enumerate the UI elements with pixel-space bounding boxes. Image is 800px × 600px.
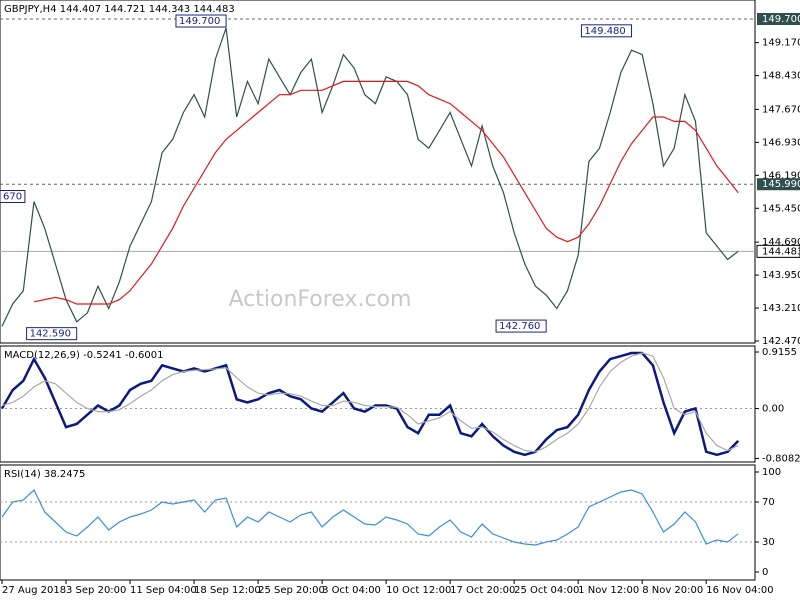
panel-title: RSI(14) 38.2475 [4,469,85,480]
y-tick-label: 144.690 [762,237,800,248]
x-tick-label: 8 Nov 20:00 [642,585,703,596]
series-line [1,27,739,327]
level-label: 145.990 [762,179,800,190]
annotation-box [175,14,227,28]
annotation: 142.760 [499,321,540,332]
x-tick-label: 18 Sep 12:00 [194,585,261,596]
y-tick-label: 70 [762,497,775,508]
x-tick-label: 3 Sep 20:00 [66,585,126,596]
y-tick-label: 143.210 [762,303,800,314]
y-tick-label: 146.930 [762,137,800,148]
x-tick-label: 27 Aug 2018 [2,585,66,596]
y-tick-label: 30 [762,537,775,548]
y-tick-label: -0.8082 [762,453,800,464]
level-label: 149.700 [762,14,800,25]
x-tick-label: 3 Oct 04:00 [322,585,381,596]
x-tick-label: 10 Oct 12:00 [386,585,451,596]
x-tick-label: 16 Nov 04:00 [706,585,773,596]
y-tick-label: 100 [762,467,781,478]
annotation: 149.480 [584,26,625,37]
y-tick-label: 149.170 [762,38,800,49]
level-label-box [757,13,800,26]
y-tick-label: 142.470 [762,336,800,347]
panel-title: MACD(12,26,9) -0.5241 -0.6001 [4,350,164,361]
annotation: 142.590 [30,329,71,340]
series-line [1,489,739,546]
y-tick-label: 0 [762,567,768,578]
y-tick-label: 143.950 [762,270,800,281]
annotation-box [26,327,78,341]
y-tick-label: 0.00 [762,404,784,415]
panel-border [0,0,756,344]
series-line [33,80,739,305]
y-tick-label: 146.190 [762,170,800,181]
y-tick-label: 148.430 [762,71,800,82]
panel-title: GBPJPY,H4 144.407 144.721 144.343 144.48… [4,4,235,15]
x-tick-label: 25 Sep 20:00 [258,585,325,596]
annotation: 670 [3,191,22,202]
series-line [0,351,740,457]
annotation: 149.700 [179,16,220,27]
series-line [1,352,739,453]
annotation-box [0,189,26,203]
panel-border [0,464,756,581]
panel-border [0,345,756,463]
level-label: 144.483 [762,246,800,257]
annotation-box [495,319,547,333]
x-tick-label: 1 Nov 12:00 [578,585,639,596]
x-tick-label: 25 Oct 04:00 [514,585,579,596]
x-tick-label: 11 Sep 04:00 [130,585,197,596]
y-tick-label: 147.670 [762,104,800,115]
level-label-box [757,178,800,191]
watermark: ActionForex.com [229,287,412,312]
annotation-box [580,24,633,38]
level-label-box [756,244,800,258]
y-tick-label: 145.450 [762,203,800,214]
y-tick-label: 0.9155 [762,347,797,358]
x-tick-label: 17 Oct 20:00 [450,585,515,596]
